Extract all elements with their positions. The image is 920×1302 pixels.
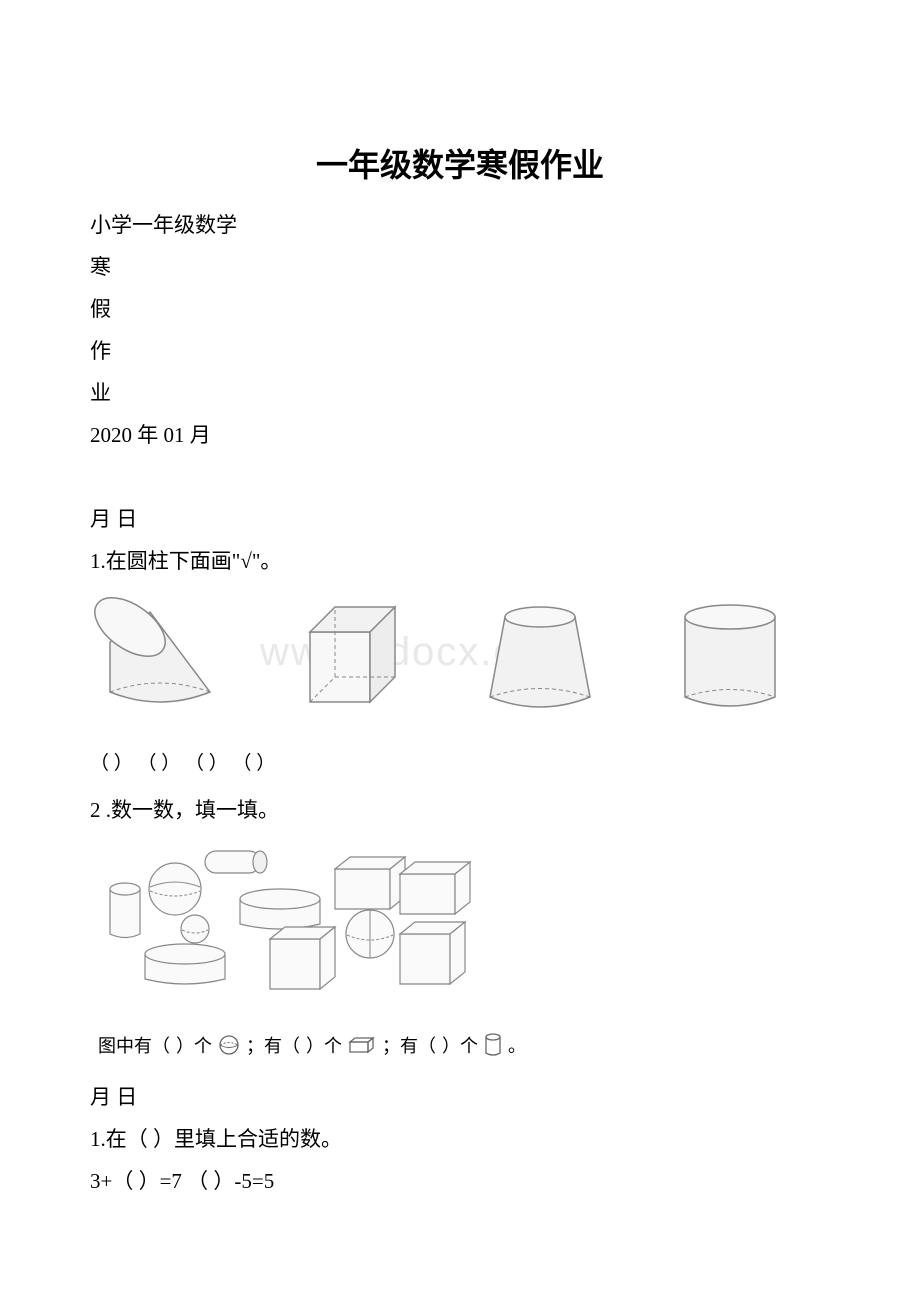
question-1-2: 2 .数一数，填一填。 — [90, 789, 830, 831]
count-sep-1: ；有（ — [246, 1032, 300, 1058]
page-title: 一年级数学寒假作业 — [90, 140, 830, 186]
cube-icon — [280, 592, 420, 722]
section2-header: 月 日 — [90, 1076, 830, 1118]
shapes-group-icon — [90, 839, 490, 999]
sphere-mini-icon — [218, 1034, 240, 1056]
vertical-char-2: 假 — [90, 288, 830, 330]
cylinder-icon — [660, 592, 800, 722]
count-line: 图中有（ ）个 ；有（ ）个 ；有（ ）个 。 — [90, 1018, 830, 1076]
subtitle: 小学一年级数学 — [90, 204, 830, 246]
count-mid-2: ）个 — [306, 1032, 342, 1058]
count-mid-1: ）个 — [176, 1032, 212, 1058]
date-line: 2020 年 01 月 — [90, 414, 830, 456]
vertical-char-1: 寒 — [90, 246, 830, 288]
sliced-cylinder-icon — [90, 592, 230, 722]
equation-line: 3+（ ）=7 （ ）-5=5 — [90, 1160, 830, 1202]
cylinder-mini-icon — [484, 1033, 502, 1057]
question-2-1: 1.在（ ）里填上合适的数。 — [90, 1118, 830, 1160]
question-1-1: 1.在圆柱下面画"√"。 — [90, 540, 830, 582]
frustum-icon — [470, 592, 610, 722]
brackets-row: （ ） （ ） （ ） （ ） — [90, 742, 830, 789]
section1-header: 月 日 — [90, 498, 830, 540]
cuboid-mini-icon — [348, 1036, 376, 1054]
count-prefix: 图中有（ — [98, 1032, 170, 1058]
vertical-char-4: 业 — [90, 372, 830, 414]
count-mid-3: ）个 — [442, 1032, 478, 1058]
count-end: 。 — [508, 1032, 526, 1058]
count-sep-2: ；有（ — [382, 1032, 436, 1058]
shapes-row-1 — [90, 582, 830, 742]
vertical-char-3: 作 — [90, 330, 830, 372]
